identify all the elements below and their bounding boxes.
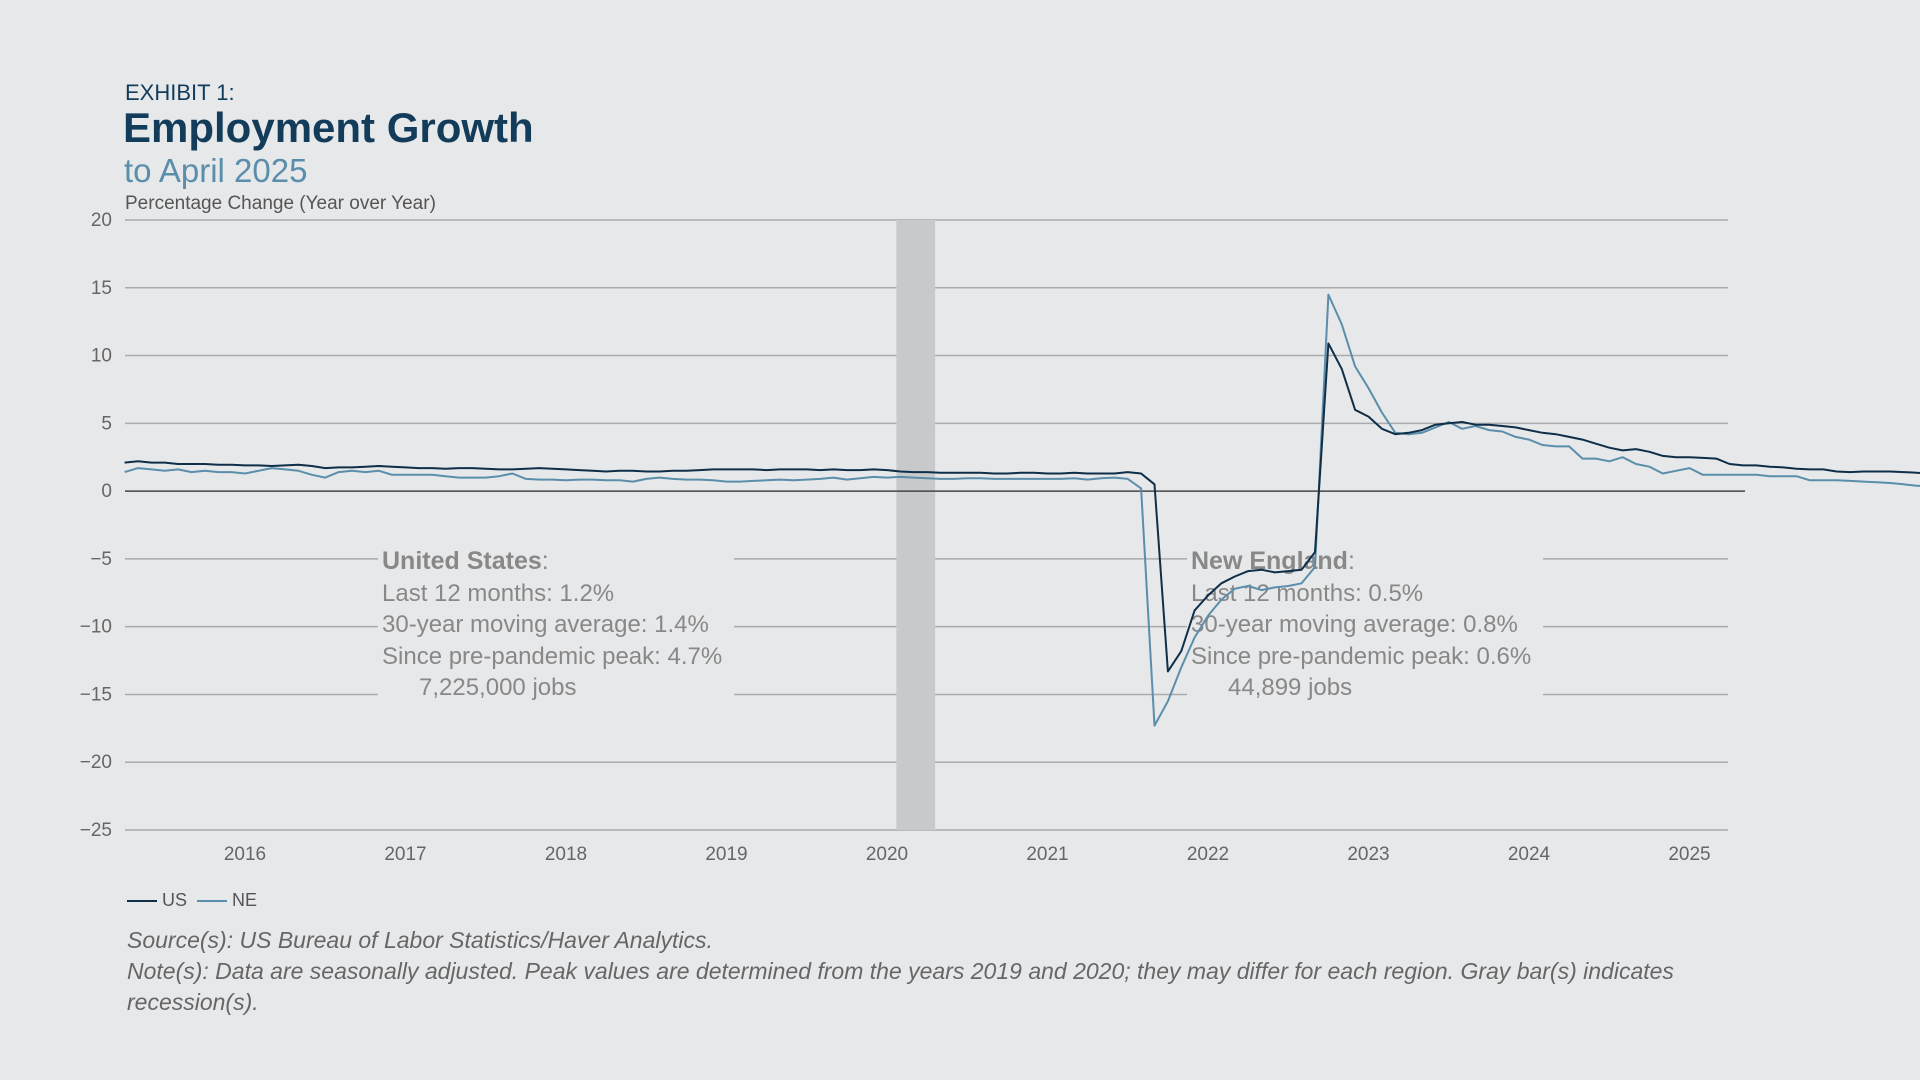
us-annotation-line1: Last 12 months: 1.2% bbox=[382, 580, 614, 607]
legend-swatch-ne bbox=[197, 899, 228, 902]
ne-annotation-line3: Since pre-pandemic peak: 0.6% bbox=[1191, 643, 1531, 670]
y-tick-label: −15 bbox=[80, 684, 112, 705]
x-tick-label: 2025 bbox=[1668, 844, 1710, 865]
x-tick-label: 2017 bbox=[384, 844, 426, 865]
chart-subtitle: to April 2025 bbox=[124, 152, 308, 189]
us-annotation: United States: Last 12 months: 1.2% 30-y… bbox=[378, 540, 734, 702]
legend-item-us: US bbox=[127, 890, 187, 911]
ne-annotation-line2: 30-year moving average: 0.8% bbox=[1191, 611, 1518, 638]
x-tick-label: 2022 bbox=[1187, 844, 1229, 865]
recession-bars bbox=[896, 220, 936, 830]
legend-swatch-us bbox=[127, 899, 157, 902]
y-tick-label: −10 bbox=[80, 617, 112, 638]
y-axis-label: Percentage Change (Year over Year) bbox=[125, 193, 436, 214]
ne-annotation-line4: 44,899 jobs bbox=[1228, 674, 1352, 701]
recession-bar bbox=[896, 220, 936, 830]
svg-text:New England:: New England: bbox=[1191, 547, 1355, 575]
x-tick-label: 2019 bbox=[705, 844, 747, 865]
x-tick-label: 2023 bbox=[1347, 844, 1389, 865]
legend-label-us: US bbox=[162, 890, 188, 910]
data-note: Note(s): Data are seasonally adjusted. P… bbox=[127, 958, 1674, 1015]
x-tick-label: 2016 bbox=[224, 844, 266, 865]
legend-label-ne: NE bbox=[232, 890, 258, 910]
series-line-ne bbox=[124, 293, 1920, 727]
y-tick-label: 20 bbox=[91, 210, 112, 231]
x-tick-labels: 2016 2017 2018 2019 2020 2021 2022 2023 2024 2025 bbox=[224, 844, 1711, 865]
y-tick-label: 15 bbox=[91, 278, 112, 299]
series-line-us bbox=[124, 342, 1920, 673]
us-annotation-line4: 7,225,000 jobs bbox=[419, 674, 576, 701]
footnotes: Source(s): US Bureau of Labor Statistics… bbox=[127, 925, 1747, 1018]
svg-text:United States:: United States: bbox=[382, 547, 549, 575]
legend-item-ne: NE bbox=[197, 890, 257, 911]
y-tick-label: −20 bbox=[80, 752, 112, 773]
ne-annotation-bg bbox=[1187, 540, 1543, 702]
legend: US NE bbox=[127, 890, 267, 911]
chart-title: Employment Growth bbox=[123, 104, 534, 151]
y-tick-label: 5 bbox=[101, 413, 112, 434]
us-annotation-line3: Since pre-pandemic peak: 4.7% bbox=[382, 643, 722, 670]
x-tick-label: 2020 bbox=[866, 844, 908, 865]
ne-annotation-line1: Last 12 months: 0.5% bbox=[1191, 580, 1423, 607]
ne-annotation: New England: Last 12 months: 0.5% 30-yea… bbox=[1187, 540, 1543, 702]
exhibit-label: EXHIBIT 1: bbox=[125, 80, 235, 105]
y-tick-labels: 20 15 10 5 0 −5 −10 −15 −20 −25 bbox=[80, 210, 112, 841]
us-annotation-line2: 30-year moving average: 1.4% bbox=[382, 611, 709, 638]
y-tick-label: −25 bbox=[80, 820, 112, 841]
us-annotation-heading: United States bbox=[382, 547, 542, 575]
y-tick-label: 10 bbox=[91, 346, 112, 367]
series-lines bbox=[124, 293, 1920, 727]
y-tick-label: −5 bbox=[90, 549, 112, 570]
x-tick-label: 2018 bbox=[545, 844, 587, 865]
us-annotation-bg bbox=[378, 540, 734, 702]
y-tick-label: 0 bbox=[101, 481, 112, 502]
x-tick-label: 2021 bbox=[1026, 844, 1068, 865]
x-tick-label: 2024 bbox=[1508, 844, 1551, 865]
source-note: Source(s): US Bureau of Labor Statistics… bbox=[127, 927, 713, 953]
